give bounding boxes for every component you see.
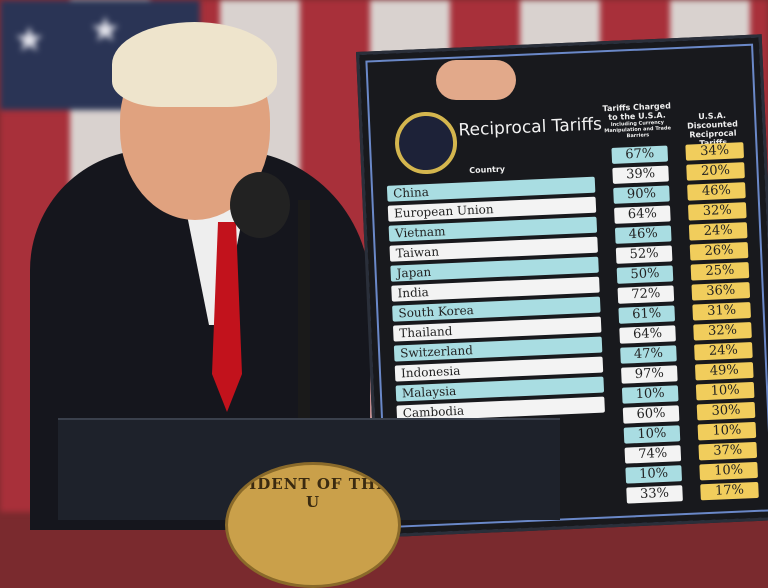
table-cell: 31% [692, 302, 751, 321]
table-cell: 26% [689, 242, 749, 261]
table-cell: 32% [693, 322, 752, 341]
board-title: Reciprocal Tariffs [458, 114, 603, 141]
table-cell: 24% [694, 342, 753, 361]
podium-seal: SIDENT OF THE U [225, 462, 401, 588]
red-tie [212, 222, 242, 412]
table-cell: 30% [696, 401, 756, 421]
microphone [230, 172, 290, 238]
table-cell: 67% [611, 145, 669, 164]
table-cell: 52% [615, 245, 673, 264]
table-cell: 17% [700, 481, 759, 501]
microphone-stand [298, 200, 310, 420]
header-charged: Tariffs Charged to the U.S.A. Including C… [602, 101, 672, 140]
table-cell: 46% [614, 225, 672, 244]
table-cell: 50% [616, 265, 674, 284]
table-cell: 39% [612, 165, 669, 184]
country-column: China European Union Vietnam Taiwan Japan Ind… [386, 176, 605, 422]
table-cell: 37% [698, 441, 758, 461]
table-cell: 33% [626, 485, 683, 504]
table-cell: 64% [619, 325, 676, 344]
table-cell: 10% [625, 465, 683, 484]
table-cell: 25% [690, 262, 750, 281]
table-cell: 46% [687, 182, 746, 201]
table-cell: 60% [622, 405, 680, 424]
table-cell: 10% [695, 381, 755, 401]
header-country: Country [469, 164, 506, 176]
table-cell: 10% [699, 461, 758, 481]
hand [436, 60, 516, 100]
table-cell: 32% [687, 202, 747, 221]
presidential-seal-icon [393, 110, 459, 176]
discounted-column: 34% 20% 46% 32% 24% 26% 25% 36% 31% 32% 24% 49% 10% 3… [685, 142, 759, 501]
table-cell: 61% [618, 305, 676, 324]
table-cell: 10% [623, 425, 681, 444]
table-cell: 34% [685, 142, 745, 161]
table-cell: 10% [697, 421, 757, 441]
table-cell: 47% [620, 345, 677, 364]
table-cell: 20% [686, 162, 745, 181]
charged-column: 67% 39% 90% 64% 46% 52% 50% 72% 61% 64% 47% 97% 10% 6… [611, 145, 683, 504]
speaker-hair [112, 22, 277, 107]
table-cell: 72% [617, 285, 675, 304]
table-cell: 74% [624, 445, 682, 464]
table-cell: 49% [694, 361, 754, 381]
table-cell: 97% [621, 365, 678, 384]
table-cell: 36% [691, 282, 751, 301]
table-cell: 90% [613, 185, 670, 204]
table-cell: 24% [688, 222, 748, 241]
table-cell: 64% [614, 205, 671, 224]
table-cell: 10% [621, 385, 679, 404]
